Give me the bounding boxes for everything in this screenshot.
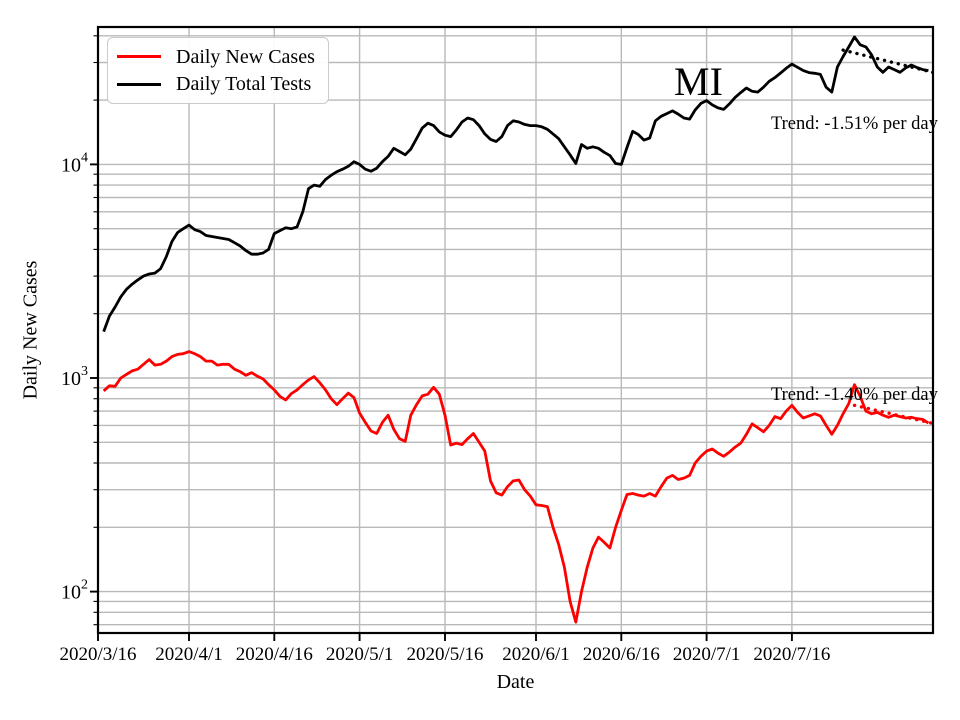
chart-title: MI xyxy=(674,59,723,104)
tests-line-swatch xyxy=(117,82,161,86)
y-tick-label: 104 xyxy=(61,150,88,176)
legend-label-cases: Daily New Cases xyxy=(176,45,315,68)
x-tick-label: 2020/4/16 xyxy=(236,644,313,665)
tests-trend-dotted-line xyxy=(841,48,933,75)
legend-item-daily-total-tests: Daily Total Tests xyxy=(117,72,319,96)
x-tick-label: 2020/5/16 xyxy=(406,644,483,665)
x-tick-label: 2020/7/1 xyxy=(673,644,741,665)
cases-line-swatch xyxy=(117,55,161,59)
legend: Daily New Cases Daily Total Tests xyxy=(107,37,329,104)
x-tick-label: 2020/7/16 xyxy=(753,644,830,665)
x-tick-label: 2020/6/16 xyxy=(583,644,660,665)
x-tick-label: 2020/6/1 xyxy=(502,644,570,665)
tests-line xyxy=(102,35,929,333)
legend-label-tests: Daily Total Tests xyxy=(176,73,312,96)
x-tick-label: 2020/5/1 xyxy=(326,644,394,665)
cases-trend-dotted-line xyxy=(852,403,933,426)
y-axis-label: Daily New Cases xyxy=(19,260,42,400)
x-axis-label: Date xyxy=(496,671,535,693)
y-tick-label: 102 xyxy=(61,578,88,604)
cases-line xyxy=(102,350,930,624)
tests-trend-annotation: Trend: -1.51% per day xyxy=(771,114,938,134)
x-tick-label: 2020/3/16 xyxy=(59,644,136,665)
y-tick-label: 103 xyxy=(61,364,88,390)
legend-item-daily-new-cases: Daily New Cases xyxy=(117,45,319,69)
axes-spines xyxy=(96,25,935,635)
cases-trend-annotation: Trend: -1.40% per day xyxy=(771,385,938,405)
x-tick-label: 2020/4/1 xyxy=(155,644,223,665)
